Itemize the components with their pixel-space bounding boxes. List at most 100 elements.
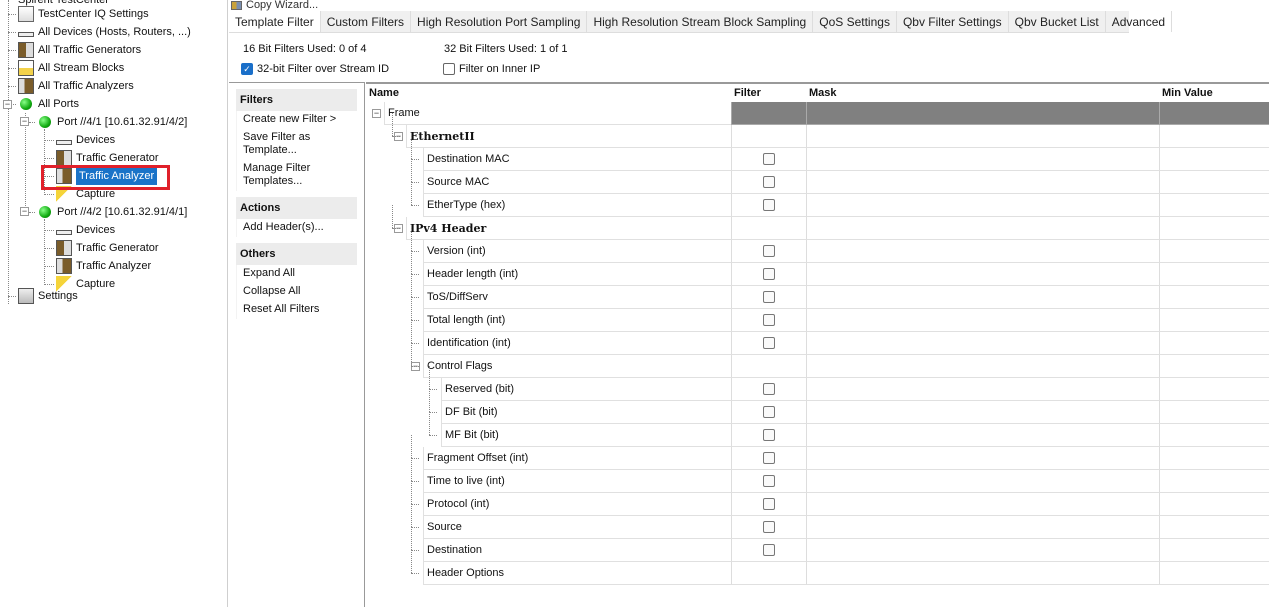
device-icon: [18, 32, 34, 37]
action-create-new-filter[interactable]: Create new Filter >: [236, 111, 357, 129]
table-row: − Frame: [366, 102, 1269, 125]
tab-qbv-filter-settings[interactable]: Qbv Filter Settings: [897, 11, 1009, 32]
filter-cell[interactable]: [731, 516, 806, 539]
min-value-cell: [1159, 102, 1269, 125]
action-expand-all[interactable]: Expand All: [236, 265, 357, 283]
tree-item-traffic-analyzer[interactable]: Traffic Analyzer: [56, 167, 158, 185]
column-header-filter[interactable]: Filter: [734, 87, 761, 99]
filter-checkbox[interactable]: [763, 337, 775, 349]
column-header-mask[interactable]: Mask: [809, 87, 837, 99]
filter-cell[interactable]: [731, 286, 806, 309]
tree-item-traffic-analyzer[interactable]: Traffic Analyzer: [56, 257, 151, 275]
filter-checkbox[interactable]: [763, 245, 775, 257]
filter-checkbox[interactable]: [763, 475, 775, 487]
tree-item-capture[interactable]: Capture: [56, 185, 115, 203]
port-collapse-icon[interactable]: −: [20, 116, 29, 126]
column-header-min-value[interactable]: Min Value: [1162, 87, 1213, 99]
tree-item-port-4-1-10-61-32-91-4-2-[interactable]: Port //4/1 [10.61.32.91/4/2]: [37, 113, 187, 131]
tree-item-testcenter-iq-settings[interactable]: TestCenter IQ Settings: [18, 5, 149, 23]
copy-wizard-button[interactable]: Copy Wizard...: [231, 0, 318, 11]
filter-cell[interactable]: [731, 332, 806, 355]
tab-template-filter[interactable]: Template Filter: [229, 11, 321, 32]
mask-cell: [806, 286, 1159, 309]
tree-item-label: All Devices (Hosts, Routers, ...): [38, 26, 191, 38]
tree-item-all-stream-blocks[interactable]: All Stream Blocks: [18, 59, 124, 77]
inner-ip-filter-checkbox[interactable]: Filter on Inner IP: [443, 63, 540, 76]
tab-high-resolution-stream-block-sampling[interactable]: High Resolution Stream Block Sampling: [587, 11, 814, 32]
mask-cell: [806, 309, 1159, 332]
collapse-icon[interactable]: −: [372, 108, 381, 118]
tree-item-all-traffic-analyzers[interactable]: All Traffic Analyzers: [18, 77, 134, 95]
filter-checkbox[interactable]: [763, 176, 775, 188]
filter-cell[interactable]: [731, 447, 806, 470]
panel-filters: Filters Create new Filter > Save Filter as…: [236, 89, 357, 191]
filter-checkbox[interactable]: [763, 199, 775, 211]
tree-item-devices[interactable]: Devices: [56, 131, 115, 149]
all-ports-collapse-icon[interactable]: −: [3, 99, 12, 109]
action-manage-filter-templates[interactable]: Manage Filter Templates...: [236, 160, 357, 191]
filter-cell[interactable]: [731, 470, 806, 493]
tree-item-devices[interactable]: Devices: [56, 221, 115, 239]
action-collapse-all[interactable]: Collapse All: [236, 283, 357, 301]
device-icon: [56, 230, 72, 235]
tree-item-label: Devices: [76, 224, 116, 236]
mask-cell: [806, 424, 1159, 447]
tree-item-label: Traffic Analyzer: [76, 260, 152, 272]
tab-custom-filters[interactable]: Custom Filters: [321, 11, 412, 32]
table-row: Source MAC: [366, 159, 1269, 194]
tree-item-traffic-generator[interactable]: Traffic Generator: [56, 239, 159, 257]
filter-cell[interactable]: [731, 378, 806, 401]
stream-id-filter-checkbox[interactable]: ✓ 32-bit Filter over Stream ID: [241, 63, 389, 76]
action-save-filter-as-template[interactable]: Save Filter as Template...: [236, 129, 357, 160]
filter-checkbox[interactable]: [763, 406, 775, 418]
filter-checkbox[interactable]: [763, 153, 775, 165]
tab-qos-settings[interactable]: QoS Settings: [813, 11, 897, 32]
filter-cell[interactable]: [731, 401, 806, 424]
filter-checkbox[interactable]: [763, 429, 775, 441]
field-name: Frame: [384, 102, 731, 125]
filter-checkbox[interactable]: [763, 291, 775, 303]
filter-cell[interactable]: [731, 194, 806, 217]
filter-cell[interactable]: [731, 240, 806, 263]
tree-item-label: All Ports: [38, 98, 79, 110]
filter-checkbox[interactable]: [763, 452, 775, 464]
tab-advanced[interactable]: Advanced: [1106, 11, 1173, 32]
filter-cell[interactable]: [731, 309, 806, 332]
mask-cell: [806, 148, 1159, 171]
tree-item-all-ports[interactable]: All Ports: [18, 95, 79, 113]
filter-checkbox[interactable]: [763, 544, 775, 556]
min-value-cell: [1159, 401, 1269, 424]
field-name: Reserved (bit): [441, 378, 731, 401]
mask-cell: [806, 401, 1159, 424]
column-header-name[interactable]: Name: [369, 87, 399, 99]
tree-root[interactable]: Spirent TestCenter: [18, 0, 109, 6]
tree-item-capture[interactable]: Capture: [56, 275, 115, 293]
filter-cell[interactable]: [731, 539, 806, 562]
filter-cell[interactable]: [731, 263, 806, 286]
filter-checkbox[interactable]: [763, 268, 775, 280]
tree-item-all-traffic-generators[interactable]: All Traffic Generators: [18, 41, 141, 59]
port-collapse-icon[interactable]: −: [20, 206, 29, 216]
tab-qbv-bucket-list[interactable]: Qbv Bucket List: [1009, 11, 1106, 32]
filter-cell[interactable]: [731, 148, 806, 171]
filter-cell[interactable]: [731, 171, 806, 194]
filter-checkbox[interactable]: [763, 383, 775, 395]
min-value-cell: [1159, 562, 1269, 585]
settings-icon: [18, 288, 34, 304]
filter-checkbox[interactable]: [763, 498, 775, 510]
action-reset-all-filters[interactable]: Reset All Filters: [236, 301, 357, 319]
min-value-cell: [1159, 148, 1269, 171]
tab-high-resolution-port-sampling[interactable]: High Resolution Port Sampling: [411, 11, 588, 32]
filter-cell[interactable]: [731, 493, 806, 516]
tree-item-traffic-generator[interactable]: Traffic Generator: [56, 149, 159, 167]
tree-item-port-4-2-10-61-32-91-4-1-[interactable]: Port //4/2 [10.61.32.91/4/1]: [37, 203, 187, 221]
filter-checkbox[interactable]: [763, 521, 775, 533]
action-add-header-s[interactable]: Add Header(s)...: [236, 219, 357, 237]
analyzer-panel: Copy Wizard... Template Filter Custom Fil…: [229, 0, 1269, 607]
field-name: Identification (int): [423, 332, 731, 355]
filter-cell[interactable]: [731, 424, 806, 447]
tree-item-all-devices-hosts-routers-[interactable]: All Devices (Hosts, Routers, ...): [18, 23, 191, 41]
tree-item-settings[interactable]: Settings: [18, 287, 78, 305]
filter-checkbox[interactable]: [763, 314, 775, 326]
min-value-cell: [1159, 194, 1269, 217]
